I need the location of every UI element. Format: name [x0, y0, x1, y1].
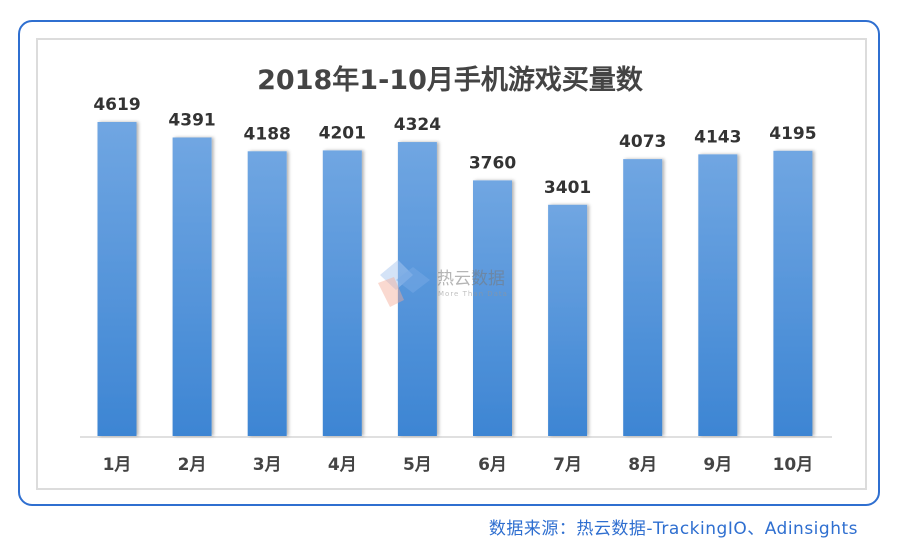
- bar-7月: [548, 204, 588, 436]
- bar-2月: [172, 137, 212, 437]
- outer-frame: [18, 20, 880, 506]
- x-tick-label: 6月: [478, 455, 507, 475]
- data-label: 4324: [394, 115, 441, 135]
- x-tick-label: 4月: [328, 455, 357, 475]
- data-label: 3401: [544, 178, 591, 198]
- bar-6月: [473, 180, 512, 436]
- x-tick-label: 8月: [628, 455, 657, 475]
- bar-8月: [623, 159, 663, 436]
- data-label: 4143: [694, 127, 741, 147]
- x-tick-label: 7月: [553, 455, 582, 475]
- data-label: 4188: [244, 124, 291, 144]
- data-label: 4195: [769, 124, 816, 144]
- watermark-name: 热云数据: [437, 269, 505, 289]
- x-tick-label: 9月: [703, 455, 732, 475]
- bar-10月: [773, 150, 813, 436]
- data-label: 4073: [619, 132, 666, 152]
- bar-3月: [247, 151, 287, 436]
- x-tick-label: 2月: [178, 455, 207, 475]
- data-label: 4391: [168, 110, 215, 130]
- x-tick-label: 10月: [773, 455, 814, 475]
- x-tick-label: 1月: [103, 455, 132, 475]
- watermark-slogan: More Than Data: [438, 290, 508, 298]
- data-label: 4619: [93, 95, 140, 115]
- bar-1月: [97, 122, 137, 436]
- data-label: 4201: [319, 123, 366, 143]
- x-tick-label: 5月: [403, 455, 432, 475]
- chart-title: 2018年1-10月手机游戏买量数: [257, 65, 643, 96]
- x-tick-label: 3月: [253, 455, 282, 475]
- bar-9月: [698, 154, 738, 436]
- data-label: 3760: [469, 153, 516, 173]
- data-source: 数据来源：热云数据-TrackingIO、Adinsights: [488, 519, 858, 539]
- watermark-logo: [378, 260, 430, 307]
- bar-4月: [322, 150, 362, 436]
